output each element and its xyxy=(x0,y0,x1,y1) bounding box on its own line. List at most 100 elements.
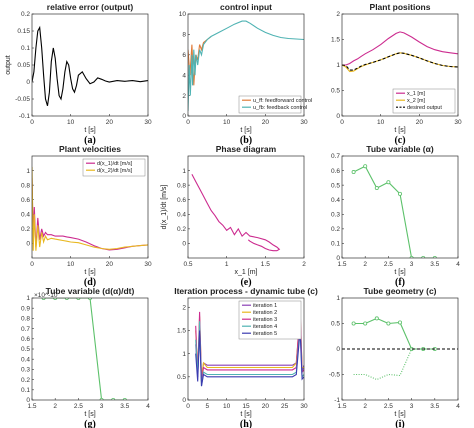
legend-entry: u_ff: feedforward control xyxy=(253,98,312,104)
y-tick-label: 1 xyxy=(336,62,340,69)
y-tick-label: 0.5 xyxy=(21,346,30,353)
panel-caption: (f) xyxy=(395,277,405,288)
y-tick-label: 0.4 xyxy=(177,211,186,218)
x-tick-label: 30 xyxy=(300,119,308,126)
x-tick-label: 4 xyxy=(146,403,150,410)
y-tick-label: 0.8 xyxy=(21,316,30,323)
legend-entry: d(x_2)/dt [m/s] xyxy=(97,168,133,174)
x-tick-label: 2.5 xyxy=(74,403,83,410)
x-axis-label: x_1 [m] xyxy=(235,269,258,276)
x-tick-label: 3.5 xyxy=(430,403,439,410)
y-tick-label: 4 xyxy=(182,72,186,79)
y-tick-label: 0.1 xyxy=(21,387,30,394)
legend-entry: iteration 3 xyxy=(253,317,277,323)
x-tick-label: 3.5 xyxy=(430,261,439,268)
y-tick-label: 1 xyxy=(182,351,186,358)
plot-frame xyxy=(31,297,149,401)
x-tick-label: 0.5 xyxy=(183,261,192,268)
legend-entry: iteration 2 xyxy=(253,310,277,316)
plot-frame xyxy=(31,155,149,259)
chart-panel-4: Plant velocities 0 10 20 30 0 0.2 0.4 0.6 0.8 1 t [… xyxy=(21,144,152,288)
chart-title: relative error (output) xyxy=(47,2,134,12)
x-tick-label: 30 xyxy=(300,403,308,410)
y-tick-label: 1 xyxy=(26,168,30,175)
y-tick-label: 0.2 xyxy=(331,226,340,233)
y-tick-label: 6 xyxy=(182,52,186,59)
data-point xyxy=(41,298,46,300)
x-tick-label: 10 xyxy=(67,261,75,268)
y-tick-label: 0.5 xyxy=(331,321,340,328)
data-point xyxy=(88,298,92,300)
data-point xyxy=(397,320,402,325)
data-point xyxy=(64,298,69,300)
y-tick-label: 1.5 xyxy=(331,37,340,44)
y-tick-label: 0 xyxy=(336,255,340,262)
y-tick-label: 0 xyxy=(26,397,30,404)
chart-panel-5: Phase diagram 0.5 1 1.5 2 0 0.2 0.4 0.6 0.8 1 x_1 [… xyxy=(161,144,306,288)
chart-title: Plant positions xyxy=(370,2,431,12)
y-tick-label: 0.4 xyxy=(21,356,30,363)
data-point xyxy=(397,191,402,196)
series-line-1 xyxy=(32,177,148,251)
y-tick-label: 2 xyxy=(182,93,186,100)
legend: x_1 [m]x_2 [m]desired output xyxy=(392,88,456,114)
y-tick-label: 0.2 xyxy=(177,226,186,233)
x-tick-label: 15 xyxy=(242,403,250,410)
y-tick-label: 0.8 xyxy=(177,182,186,189)
y-tick-label: -0.05 xyxy=(15,96,30,103)
x-tick-label: 25 xyxy=(281,403,289,410)
x-tick-label: 0 xyxy=(186,119,190,126)
panel-caption: (b) xyxy=(240,135,252,146)
series-line-1 xyxy=(342,31,458,66)
x-axis-label: t [s] xyxy=(84,127,95,134)
x-tick-label: 3.5 xyxy=(120,403,129,410)
data-point xyxy=(363,321,368,326)
chart-panel-1: relative error (output) 0 10 20 30 -0.1 -0.05 0… xyxy=(5,2,152,146)
x-tick-label: 30 xyxy=(144,119,152,126)
y-tick-label: 2 xyxy=(182,304,186,311)
panel-caption: (c) xyxy=(394,135,405,146)
y-tick-label: 0.4 xyxy=(331,197,340,204)
chart-panel-6: Tube variable (α) 1.5 2 2.5 3 3.5 4 0 0.1 0.2 0.3 0… xyxy=(331,144,460,288)
x-tick-label: 30 xyxy=(144,261,152,268)
y-tick-label: 1.5 xyxy=(177,328,186,335)
y-tick-label: 0.6 xyxy=(331,168,340,175)
x-tick-label: 20 xyxy=(416,119,424,126)
data-point xyxy=(351,170,356,175)
y-tick-label: 0.7 xyxy=(21,326,30,333)
chart-title: Iteration process - dynamic tube (c) xyxy=(174,286,318,296)
y-tick-label: 0.8 xyxy=(21,182,30,189)
series-line-1 xyxy=(32,25,148,106)
chart-title: Tube variable (d(α)/dt) xyxy=(46,286,135,296)
x-axis-label: t [s] xyxy=(240,411,251,418)
y-axis-label: output xyxy=(5,55,12,75)
y-tick-label: 0.5 xyxy=(177,374,186,381)
x-tick-label: 20 xyxy=(262,119,270,126)
x-tick-label: 1 xyxy=(225,261,229,268)
y-tick-label: 0 xyxy=(182,397,186,404)
plot-frame xyxy=(187,155,305,259)
chart-title: Plant velocities xyxy=(59,144,121,154)
plot-frame xyxy=(31,13,149,117)
panel-caption: (d) xyxy=(84,277,96,288)
y-tick-label: 0 xyxy=(182,241,186,248)
panel-caption: (a) xyxy=(84,135,96,146)
chart-panel-3: Plant positions 0 10 20 30 0 0.5 1 1.5 2 t [s] x_1 … xyxy=(331,2,462,146)
legend-entry: iteration 1 xyxy=(253,303,277,309)
x-axis-label: t [s] xyxy=(394,269,405,276)
chart-title: Tube variable (α) xyxy=(366,144,434,154)
panel-caption: (e) xyxy=(240,277,251,288)
x-tick-label: 4 xyxy=(456,261,460,268)
legend-entry: x_1 [m] xyxy=(407,91,426,97)
x-tick-label: 2 xyxy=(302,261,306,268)
panel-caption: (h) xyxy=(240,419,252,428)
x-tick-label: 1.5 xyxy=(27,403,36,410)
y-tick-label: -0.5 xyxy=(329,372,341,379)
y-tick-label: -0.1 xyxy=(19,113,31,120)
y-tick-label: 0.3 xyxy=(331,211,340,218)
legend-entry: desired output xyxy=(407,105,442,111)
series-line-1 xyxy=(188,35,212,86)
y-tick-label: 0.3 xyxy=(21,367,30,374)
